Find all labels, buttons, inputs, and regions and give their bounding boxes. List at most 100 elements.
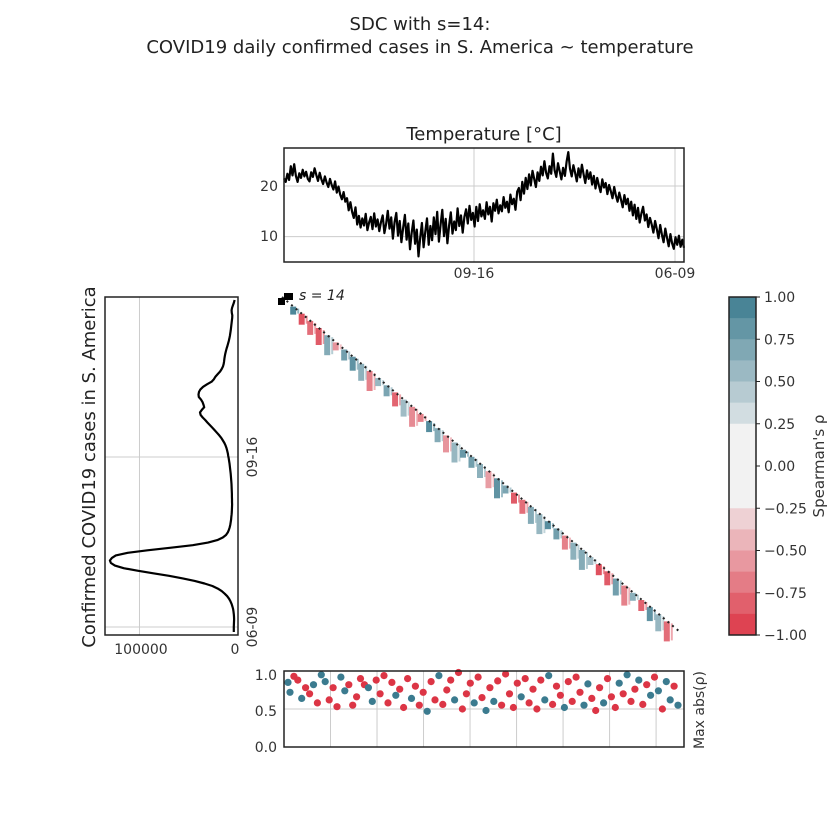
max-abs-point — [658, 705, 667, 713]
max-abs-point — [447, 676, 455, 684]
sdc-cell — [460, 449, 466, 458]
sdc-cell — [544, 521, 551, 530]
sdc-cell — [467, 451, 469, 457]
colorbar-band — [729, 444, 756, 467]
max-abs-point — [404, 675, 412, 683]
max-abs-point — [509, 703, 517, 712]
sdc-cell — [655, 614, 662, 632]
max-abs-point — [337, 673, 345, 681]
max-abs-point — [607, 693, 616, 701]
sdc-cell — [527, 506, 534, 524]
sdc-cell — [663, 621, 670, 642]
sdc-cell — [602, 566, 605, 575]
sdc-cell — [434, 428, 441, 443]
max-abs-point — [674, 701, 682, 709]
sdc-cell — [348, 351, 351, 360]
max-abs-point — [349, 701, 357, 709]
temperature-ytick-label: 10 — [260, 229, 278, 245]
max-abs-point — [364, 684, 372, 692]
sdc-cell — [621, 585, 628, 606]
sdc-cell — [331, 337, 334, 355]
cases-frame — [104, 296, 239, 636]
max-abs-point — [325, 696, 333, 704]
sdc-cell — [407, 401, 410, 416]
colorbar-band — [729, 529, 756, 552]
max-abs-point — [639, 700, 647, 709]
sdc-cell — [645, 602, 648, 610]
colorbar-band — [729, 297, 756, 319]
cases-series-line — [108, 299, 236, 632]
temperature-xtick-label: 06-09 — [655, 266, 696, 282]
cases-ytick-label: 09-16 — [245, 437, 261, 478]
max-abs-point — [286, 688, 294, 696]
max-abs-rho-panel: 1.0 0.5 0.0 Max abs(ρ) — [255, 668, 708, 756]
colorbar-tick-label: 1.00 — [764, 290, 795, 306]
cases-xtick-label: 0 — [231, 642, 240, 658]
max-abs-point — [380, 672, 388, 680]
cases-plot-area — [105, 297, 238, 635]
sdc-cell — [298, 313, 305, 325]
sdc-cell — [375, 378, 382, 387]
sdc-cell — [365, 365, 368, 380]
max-abs-point — [294, 676, 302, 684]
sdc-cell — [322, 330, 325, 344]
sdc-cell — [332, 342, 339, 351]
temperature-ytick-label: 20 — [260, 179, 278, 195]
colorbar-band — [729, 550, 756, 573]
max-abs-point — [431, 696, 439, 704]
max-abs-point — [372, 676, 380, 684]
max-abs-point — [635, 676, 643, 684]
max-abs-point — [603, 675, 612, 683]
max-abs-point — [537, 676, 545, 684]
max-abs-point — [517, 693, 525, 701]
max-abs-ylabel: Max abs(ρ) — [692, 671, 708, 749]
max-abs-point — [423, 707, 431, 715]
sdc-cell — [392, 392, 399, 407]
max-abs-point — [298, 694, 306, 703]
max-abs-point — [560, 703, 569, 712]
colorbar-tick-label: 0.00 — [764, 459, 795, 475]
cases-xtick-label: 100000 — [114, 642, 167, 658]
max-abs-point — [443, 686, 451, 694]
max-abs-point — [466, 679, 474, 687]
cases-ytick-label: 06-09 — [245, 607, 261, 648]
sdc-diagonal-line — [281, 296, 681, 633]
sdc-cell — [475, 458, 478, 467]
max-abs-point — [623, 671, 631, 679]
sdc-cell — [358, 363, 365, 381]
max-abs-point — [415, 701, 423, 709]
max-abs-point — [662, 678, 670, 686]
max-abs-point — [407, 694, 416, 703]
max-abs-point — [596, 684, 604, 692]
sdc-cell — [595, 564, 602, 576]
sdc-cell — [553, 528, 560, 540]
max-abs-point — [552, 682, 561, 690]
max-abs-point — [576, 688, 584, 696]
sdc-cell — [629, 592, 636, 601]
cases-panel: 100000 0 09-16 06-09 Confirmed COVID19 c… — [79, 286, 261, 658]
max-abs-point — [529, 685, 537, 693]
max-abs-point — [513, 679, 521, 687]
sdc-cell — [568, 537, 571, 549]
sdc-cell — [400, 399, 407, 417]
max-abs-point — [611, 703, 619, 712]
max-abs-point — [494, 677, 502, 685]
sdc-cell — [424, 415, 427, 421]
max-abs-point — [309, 681, 318, 689]
colorbar-label: Spearman's ρ — [810, 415, 828, 518]
sdc-cell — [578, 549, 585, 570]
colorbar-bands — [729, 297, 756, 636]
max-abs-point — [670, 682, 678, 690]
colorbar-band — [729, 613, 756, 636]
max-abs-ytick-label: 0.0 — [255, 740, 277, 756]
max-abs-point — [368, 697, 376, 706]
max-abs-point — [419, 688, 427, 696]
sdc-cell — [433, 423, 436, 432]
max-abs-point — [353, 693, 361, 701]
colorbar-tick-label: −1.00 — [764, 628, 807, 644]
max-abs-point — [396, 685, 404, 693]
max-abs-point — [474, 673, 482, 681]
max-abs-point — [549, 700, 557, 709]
max-abs-point — [341, 687, 349, 695]
max-abs-point — [631, 685, 639, 693]
